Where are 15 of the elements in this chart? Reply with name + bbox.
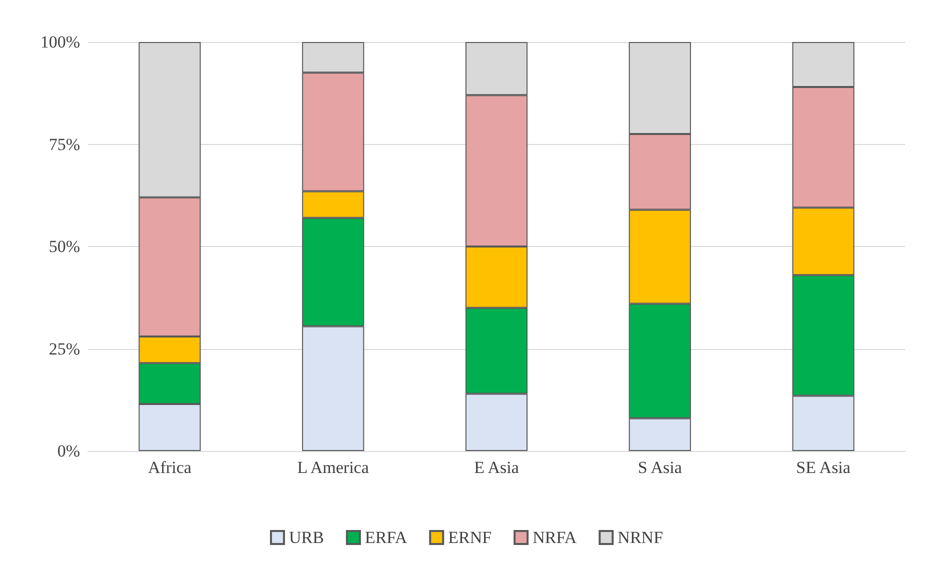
legend-label: URB	[288, 528, 324, 547]
x-tick-label: SE Asia	[796, 458, 851, 477]
y-tick-label: 50%	[48, 237, 80, 256]
x-tick-label: Africa	[148, 458, 192, 477]
x-tick-label: E Asia	[474, 458, 520, 477]
y-tick-label: 75%	[48, 134, 80, 154]
legend-label: ERFA	[364, 528, 408, 547]
y-tick-label: 0%	[57, 442, 80, 460]
x-tick-label: L America	[297, 458, 370, 477]
legend-label: ERNF	[448, 528, 492, 547]
y-tick-label: 100%	[40, 32, 80, 52]
legend-label: NRFA	[532, 528, 578, 547]
y-tick-label: 25%	[48, 339, 80, 358]
legend-label: NRNF	[618, 528, 664, 547]
x-tick-label: S Asia	[638, 458, 682, 477]
